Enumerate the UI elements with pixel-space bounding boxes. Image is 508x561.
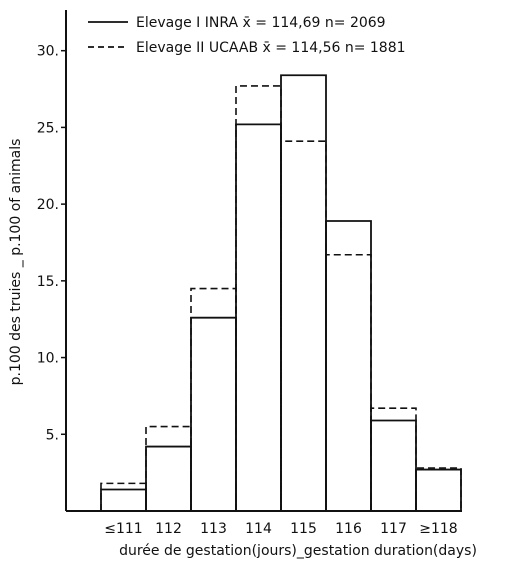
bar-series-1-≤111 [100, 488, 147, 511]
x-tick-label: ≤111 [104, 521, 142, 537]
legend-label-series-1: Elevage I INRA x̄ = 114,69 n= 2069 [136, 15, 386, 31]
legend: Elevage I INRA x̄ = 114,69 n= 2069 Eleva… [88, 15, 406, 56]
bar-series-2-113 [190, 287, 237, 511]
x-tick-label: 112 [155, 521, 182, 537]
bar-series-1-117 [370, 419, 417, 511]
bar-series-2-117 [370, 407, 417, 511]
bars [100, 74, 462, 511]
axes [65, 10, 462, 512]
x-ticks: ≤111 112 113 114 115 116 117 ≥118 [104, 521, 457, 537]
y-tick-label: 10. [37, 351, 59, 367]
bar-series-2-≥118 [415, 467, 462, 511]
bar-series-1-≥118 [415, 468, 462, 511]
y-axis-title: p.100 des truies _ p.100 of animals [8, 139, 24, 386]
bar-series-1-116 [325, 220, 372, 511]
x-axis-title: durée de gestation(jours)_gestation dura… [119, 543, 477, 559]
x-tick-label: ≥118 [419, 521, 457, 537]
y-tick-label: 20. [37, 197, 59, 213]
x-tick-label: 115 [290, 521, 317, 537]
bar-series-1-112 [145, 445, 192, 511]
bar-series-1-113 [190, 316, 237, 511]
bar-series-2-116 [325, 253, 372, 511]
bar-series-2-114 [235, 85, 282, 511]
bar-series-2-112 [145, 425, 192, 511]
y-tick-label: 15. [37, 274, 59, 290]
bar-series-2-≤111 [100, 482, 147, 511]
x-tick-label: 117 [380, 521, 407, 537]
y-tick-label: 5. [46, 427, 59, 443]
y-tick-label: 25. [37, 120, 59, 136]
legend-label-series-2: Elevage II UCAAB x̄ = 114,56 n= 1881 [136, 40, 406, 56]
bar-series-2-115 [280, 140, 327, 511]
x-tick-label: 114 [245, 521, 272, 537]
x-tick-label: 113 [200, 521, 227, 537]
y-tick-label: 30. [37, 44, 59, 60]
x-tick-label: 116 [335, 521, 362, 537]
y-ticks: 5. 10. 15. 20. 25. 30. [37, 44, 66, 443]
bar-series-1-114 [235, 123, 282, 511]
